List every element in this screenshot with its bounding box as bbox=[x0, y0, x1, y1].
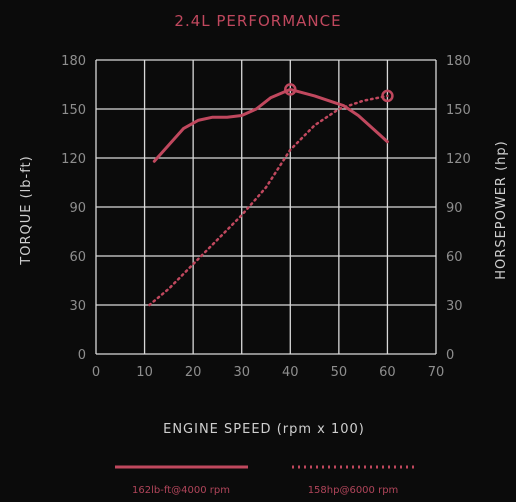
grid bbox=[95, 59, 437, 355]
y-tick-label-right: 0 bbox=[446, 348, 454, 363]
x-axis-label: ENGINE SPEED (rpm x 100) bbox=[163, 422, 365, 437]
y-tick-label-left: 120 bbox=[61, 152, 86, 167]
x-tick-label: 20 bbox=[185, 365, 202, 380]
y-tick-label-right: 180 bbox=[446, 54, 471, 69]
y-tick-label-right: 90 bbox=[446, 201, 463, 216]
torque-line bbox=[152, 87, 389, 163]
legend: 162lb-ft@4000 rpm 158hp@6000 rpm bbox=[115, 465, 415, 496]
y-tick-label-left: 180 bbox=[61, 54, 86, 69]
legend-label-torque: 162lb-ft@4000 rpm bbox=[132, 485, 230, 496]
legend-label-horsepower: 158hp@6000 rpm bbox=[308, 485, 399, 496]
horsepower-line bbox=[148, 94, 389, 307]
y-axis-label-left: TORQUE (lb-ft) bbox=[19, 155, 34, 265]
series-layer bbox=[148, 83, 394, 307]
y-tick-label-left: 60 bbox=[69, 250, 86, 265]
x-tick-label: 30 bbox=[233, 365, 250, 380]
y-tick-label-right: 60 bbox=[446, 250, 463, 265]
torque-peak-marker bbox=[284, 83, 297, 96]
y-tick-label-left: 90 bbox=[69, 201, 86, 216]
y-tick-label-left: 0 bbox=[78, 348, 86, 363]
y-tick-label-left: 30 bbox=[69, 299, 86, 314]
x-tick-label: 10 bbox=[136, 365, 153, 380]
x-tick-label: 40 bbox=[282, 365, 299, 380]
y-tick-label-right: 30 bbox=[446, 299, 463, 314]
chart-title: 2.4L PERFORMANCE bbox=[174, 12, 341, 30]
y-axis-label-right: HORSEPOWER (hp) bbox=[494, 140, 509, 279]
y-tick-label-right: 150 bbox=[446, 103, 471, 118]
x-tick-label: 60 bbox=[379, 365, 396, 380]
horsepower-peak-marker bbox=[381, 89, 394, 103]
y-tick-label-right: 120 bbox=[446, 152, 471, 167]
x-tick-label: 50 bbox=[331, 365, 348, 380]
x-tick-label: 0 bbox=[92, 365, 100, 380]
y-tick-label-left: 150 bbox=[61, 103, 86, 118]
x-tick-label: 70 bbox=[428, 365, 445, 380]
